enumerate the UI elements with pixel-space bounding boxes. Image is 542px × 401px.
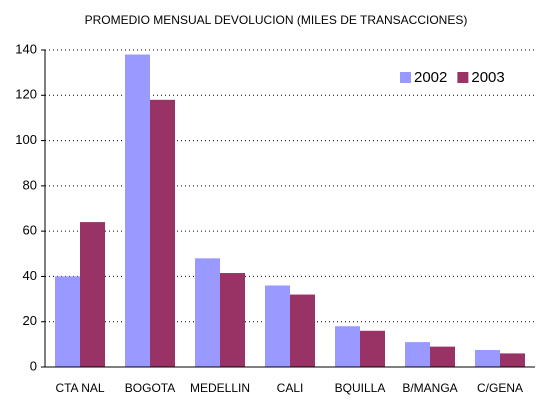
x-tick-label: BQUILLA bbox=[335, 381, 386, 395]
x-tick-label: C/GENA bbox=[477, 381, 523, 395]
y-tick-label: 0 bbox=[30, 358, 37, 373]
bar bbox=[475, 350, 500, 367]
legend-swatch bbox=[457, 72, 469, 83]
x-tick-label: CTA NAL bbox=[55, 381, 104, 395]
bar bbox=[125, 54, 150, 368]
bar bbox=[150, 99, 175, 368]
bar bbox=[335, 326, 360, 367]
bar bbox=[265, 285, 290, 367]
bar bbox=[430, 346, 455, 367]
bar bbox=[500, 353, 525, 367]
x-tick-label: CALI bbox=[277, 381, 304, 395]
legend-label: 2003 bbox=[471, 69, 504, 86]
y-tick-label: 120 bbox=[15, 87, 37, 102]
x-tick-label: B/MANGA bbox=[402, 381, 457, 395]
bar bbox=[290, 294, 315, 367]
bar bbox=[55, 276, 80, 367]
x-tick-label: MEDELLIN bbox=[190, 381, 250, 395]
y-tick-label: 40 bbox=[23, 268, 37, 283]
bar bbox=[405, 342, 430, 367]
legend-label: 2002 bbox=[414, 69, 447, 86]
y-tick-label: 80 bbox=[23, 177, 37, 192]
bar bbox=[360, 330, 385, 367]
y-tick-label: 100 bbox=[15, 132, 37, 147]
bar bbox=[220, 273, 245, 367]
x-tick-label: BOGOTA bbox=[125, 381, 175, 395]
bar bbox=[195, 258, 220, 367]
chart-title: PROMEDIO MENSUAL DEVOLUCION (MILES DE TR… bbox=[85, 13, 468, 27]
bar bbox=[80, 222, 105, 367]
y-tick-label: 60 bbox=[23, 223, 37, 238]
y-tick-label: 20 bbox=[23, 313, 37, 328]
legend-swatch bbox=[400, 72, 411, 83]
y-tick-label: 140 bbox=[15, 41, 37, 56]
